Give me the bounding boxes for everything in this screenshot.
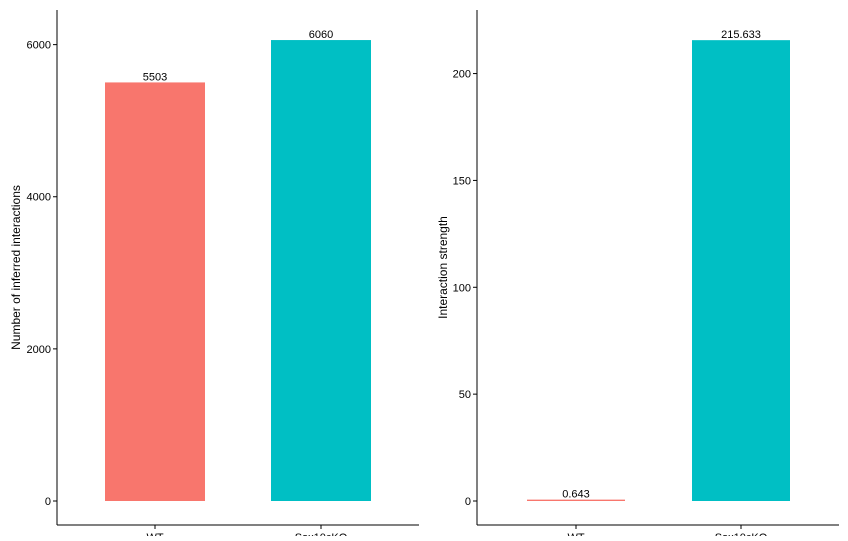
y-tick-label: 100 [453, 282, 471, 294]
x-tick-label: Sox10cKO [295, 532, 348, 536]
y-tick-label: 150 [453, 175, 471, 187]
bar-sox10cko [271, 40, 371, 502]
y-tick-label: 0 [45, 496, 51, 508]
bar-value-label: 6060 [309, 29, 333, 41]
y-tick-label: 50 [459, 389, 471, 401]
y-axis-title: Interaction strength [436, 216, 450, 319]
y-tick-label: 200 [453, 69, 471, 81]
bar-value-label: 0.643 [562, 489, 590, 501]
bar-value-label: 5503 [143, 71, 167, 83]
x-tick-label: WT [146, 532, 163, 536]
bar-wt [527, 499, 625, 501]
bar-value-label: 215.633 [721, 29, 761, 41]
x-tick-label: WT [567, 532, 584, 536]
y-tick-label: 2000 [27, 344, 51, 356]
y-tick-label: 6000 [27, 40, 51, 52]
bar-sox10cko [692, 40, 790, 502]
right-chart-panel: 0.643 215.633 0 50 100 150 200 WT Sox10cKO Intera… [436, 10, 839, 541]
x-tick-label: Sox10cKO [715, 532, 768, 536]
y-tick-label: 4000 [27, 192, 51, 204]
y-axis-title: Number of inferred interactions [9, 185, 23, 350]
bar-wt [105, 82, 205, 501]
y-tick-label: 0 [465, 496, 471, 508]
left-chart-panel: 5503 6060 0 2000 4000 6000 WT Sox10cKO Number of… [9, 10, 419, 541]
